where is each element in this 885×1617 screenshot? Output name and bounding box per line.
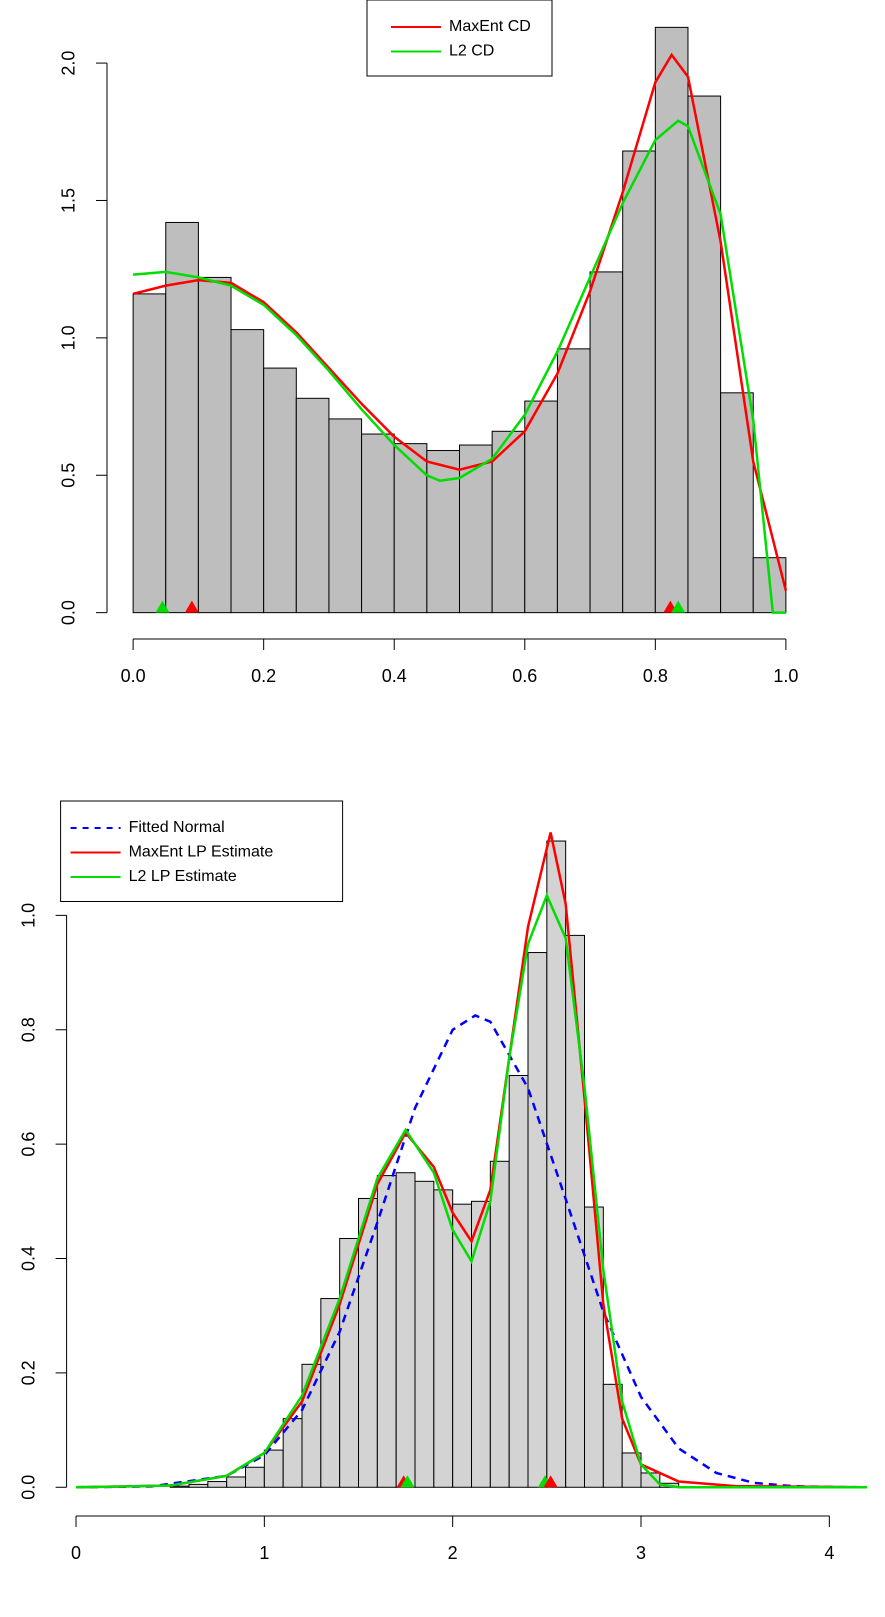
bar — [556, 348, 591, 614]
bar — [654, 26, 689, 614]
bar — [376, 1175, 397, 1488]
bar — [546, 840, 567, 1488]
plot-area — [75, 832, 868, 1489]
bar — [188, 1483, 209, 1488]
legend-label: L2 CD — [449, 43, 494, 60]
legend-box — [60, 800, 344, 902]
bar — [491, 430, 526, 614]
bar — [132, 293, 167, 614]
density-line — [133, 119, 786, 614]
legend-label: L2 LP Estimate — [129, 868, 237, 885]
x-tick-label: 0.6 — [512, 666, 537, 686]
bar — [508, 1075, 529, 1488]
bar — [471, 1200, 491, 1488]
bar — [602, 1383, 623, 1488]
x-tick-label: 0.4 — [382, 666, 407, 686]
x-tick-label: 0 — [71, 1543, 81, 1563]
bar — [393, 443, 428, 614]
y-tick-label: 1.0 — [59, 325, 79, 350]
bar — [230, 329, 265, 614]
y-tick-label: 0.6 — [18, 1132, 38, 1157]
y-tick-label: 0.4 — [18, 1246, 38, 1271]
legend-label: Fitted Normal — [129, 819, 225, 836]
bar — [395, 1172, 416, 1488]
x-tick-label: 3 — [636, 1543, 646, 1563]
bar — [328, 418, 363, 614]
legend-label: MaxEnt CD — [449, 18, 531, 35]
x-tick-label: 4 — [824, 1543, 834, 1563]
plot: 0.0 0.2 0.4 0.6 0.8 1.0 0.0 0.5 1.0 1.5 2.0 MaxEnt … — [59, 0, 798, 686]
mode-marker — [184, 600, 199, 613]
bar — [165, 221, 199, 614]
bar — [426, 450, 461, 614]
y-tick-label: 1.0 — [18, 903, 38, 928]
bar — [622, 150, 656, 614]
bar — [207, 1481, 228, 1488]
mode-marker — [155, 600, 170, 613]
density-line — [75, 832, 868, 1489]
bar — [263, 1449, 284, 1488]
x-tick-label: 1.0 — [773, 666, 798, 686]
y-tick-label: 0.2 — [18, 1360, 38, 1385]
x-tick-label: 2 — [448, 1543, 458, 1563]
x-tick-label: 0.2 — [251, 666, 276, 686]
bar — [489, 1160, 510, 1488]
density-line — [76, 1014, 868, 1489]
x-tick-label: 0.8 — [643, 666, 668, 686]
bar — [459, 444, 493, 614]
y-tick-label: 0.0 — [59, 600, 79, 625]
bar — [687, 95, 722, 614]
legend-box — [366, 0, 553, 77]
bar — [263, 367, 297, 614]
y-tick-label: 0.0 — [18, 1475, 38, 1500]
plot: 0 1 2 3 4 0.0 0.2 0.4 0.6 0.8 1.0 Fitted Normal MaxE… — [18, 800, 868, 1563]
mode-marker — [671, 600, 686, 613]
y-tick-label: 1.5 — [59, 188, 79, 213]
mode-marker — [400, 1475, 415, 1488]
legend-label: MaxEnt LP Estimate — [129, 844, 274, 861]
y-tick-label: 0.5 — [59, 463, 79, 488]
y-tick-label: 0.8 — [18, 1017, 38, 1042]
y-tick-label: 2.0 — [59, 51, 79, 76]
bar — [226, 1476, 247, 1488]
bar — [197, 276, 232, 614]
bar — [433, 1189, 454, 1488]
x-tick-label: 1 — [259, 1543, 269, 1563]
bar — [358, 1197, 378, 1488]
bar — [621, 1452, 642, 1488]
bar — [414, 1180, 435, 1488]
bar — [361, 433, 395, 614]
x-tick-label: 0.0 — [121, 666, 146, 686]
bar — [301, 1363, 322, 1488]
density-line — [132, 52, 788, 591]
bar — [524, 400, 558, 614]
bar — [295, 397, 330, 614]
bar — [245, 1466, 265, 1488]
bar — [589, 271, 624, 614]
plot-area — [132, 26, 788, 614]
bar — [527, 952, 548, 1488]
density-line — [75, 892, 867, 1489]
mode-marker — [543, 1475, 558, 1488]
